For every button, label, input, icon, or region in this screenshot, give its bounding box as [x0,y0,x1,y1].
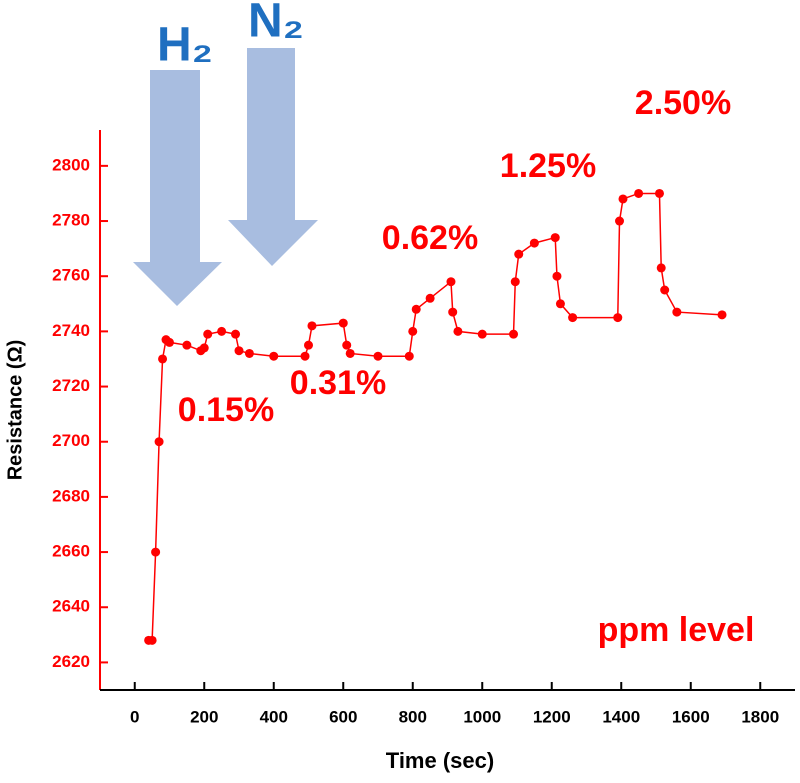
data-point [510,277,520,287]
y-tick-label: 2780 [52,211,90,230]
data-point [182,340,192,350]
data-point [448,307,458,317]
data-point [342,340,352,350]
data-point [199,343,209,353]
x-tick-label: 600 [329,707,357,726]
h2-arrow [133,70,222,306]
data-point [373,351,383,361]
annotation: ppm level [598,611,755,649]
y-tick-label: 2760 [52,266,90,285]
data-point [425,293,435,303]
data-point [338,318,348,328]
y-tick-label: 2740 [52,321,90,340]
y-tick-label: 2660 [52,542,90,561]
data-point [269,351,279,361]
annotation: 0.15% [178,391,274,429]
data-point [672,307,682,317]
data-point [552,271,562,281]
annotation: 2.50% [635,84,731,122]
data-point [307,321,317,331]
x-tick-label: 1800 [741,707,779,726]
data-point [509,329,519,339]
data-point [345,348,355,358]
data-point [404,351,414,361]
x-tick-label: 1000 [463,707,501,726]
annotation: 0.62% [382,219,478,257]
data-point [203,329,213,339]
annotation: H₂ [157,19,213,72]
data-point [654,188,664,198]
x-tick-label: 1600 [672,707,710,726]
data-point [453,326,463,336]
x-tick-label: 1200 [533,707,571,726]
data-point [618,194,628,204]
data-point [529,238,539,248]
y-axis-title: Resistance (Ω) [4,340,26,481]
annotation: 1.25% [500,147,596,185]
data-point [165,337,174,347]
data-point [514,249,524,259]
data-point [154,437,164,447]
x-tick-label: 800 [399,707,427,726]
annotation: N₂ [248,0,304,48]
data-point [231,329,241,339]
data-point [158,354,168,364]
data-point [217,326,227,336]
x-axis-title: Time (sec) [386,748,494,773]
data-point [411,304,421,314]
x-tick-label: 200 [190,707,218,726]
annotation: 0.31% [290,364,386,402]
data-point [304,340,313,350]
data-point [568,313,578,323]
data-point [613,313,623,323]
data-point [300,351,310,361]
data-point [244,348,254,358]
data-point [408,326,418,336]
data-point [555,299,565,309]
n2-arrow [228,48,318,266]
y-tick-label: 2700 [52,431,90,450]
x-tick-label: 0 [130,707,139,726]
y-tick-label: 2640 [52,597,90,616]
data-point [717,310,727,320]
data-point [234,346,244,356]
data-point [550,233,560,243]
x-tick-label: 1400 [602,707,640,726]
y-tick-label: 2620 [52,652,90,671]
y-tick-label: 2800 [52,155,90,174]
y-tick-label: 2720 [52,376,90,395]
data-point [446,277,456,287]
data-point [660,285,670,295]
data-point [477,329,487,339]
y-tick-label: 2680 [52,486,90,505]
data-point [634,188,644,198]
x-tick-label: 400 [260,707,288,726]
data-point [656,263,666,273]
data-point [615,216,625,226]
data-point [147,635,157,645]
data-point [151,547,161,557]
